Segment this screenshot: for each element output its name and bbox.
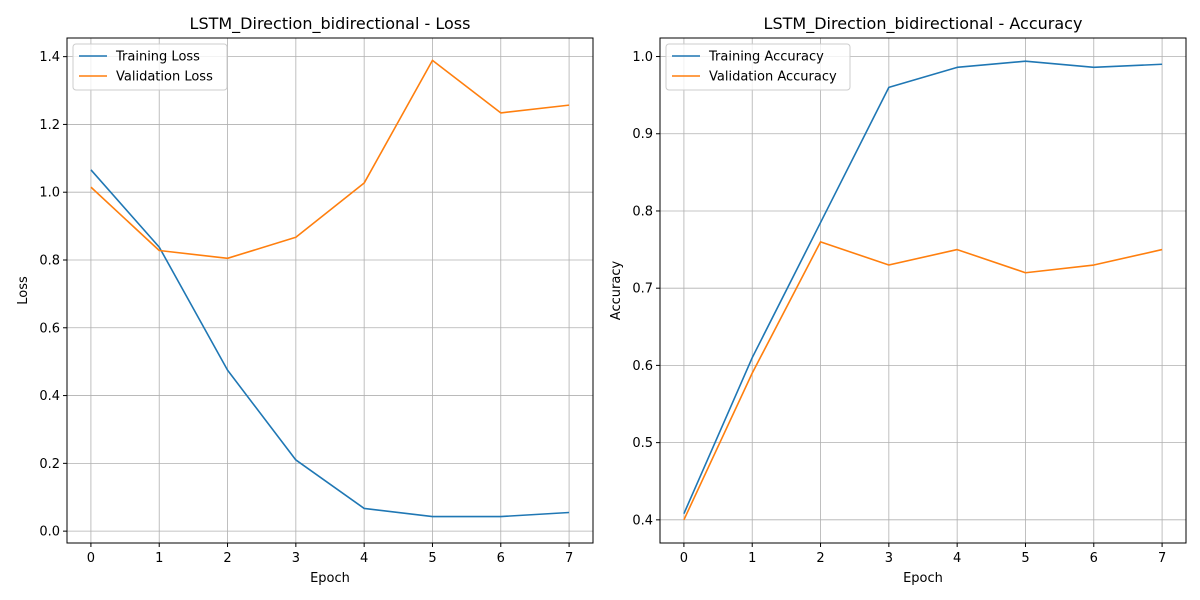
x-tick-label: 0 bbox=[680, 551, 688, 566]
x-tick-label: 4 bbox=[953, 551, 961, 566]
series-line-training-accuracy bbox=[683, 60, 1163, 514]
series-line-validation-loss bbox=[90, 59, 570, 260]
x-tick-label: 6 bbox=[1090, 551, 1098, 566]
y-tick-label: 0.9 bbox=[632, 127, 653, 142]
loss-chart-panel: 0 1 2 3 4 5 6 7 0.0 0.2 0.4 0.6 0.8 1.0 1.2 1.4 LSTM_Dir… bbox=[16, 14, 594, 586]
y-tick-label: 1.0 bbox=[632, 50, 653, 65]
axes-frame bbox=[66, 37, 594, 544]
x-tick-label: 1 bbox=[748, 551, 756, 566]
y-axis-label: Loss bbox=[16, 276, 31, 305]
x-tick-label: 0 bbox=[87, 551, 95, 566]
accuracy-chart-title: LSTM_Direction_bidirectional - Accuracy bbox=[764, 14, 1083, 34]
x-axis-label: Epoch bbox=[903, 571, 943, 586]
y-tick-label: 1.2 bbox=[39, 118, 60, 133]
legend-box bbox=[665, 43, 851, 91]
y-axis-label: Accuracy bbox=[609, 261, 624, 321]
series-line-training-loss bbox=[90, 169, 570, 518]
y-tick-label: 0.6 bbox=[39, 321, 60, 336]
x-tick-label: 3 bbox=[292, 551, 300, 566]
x-tick-label: 2 bbox=[816, 551, 824, 566]
legend-box bbox=[72, 43, 228, 91]
x-tick-label: 1 bbox=[155, 551, 163, 566]
x-tick-label: 4 bbox=[360, 551, 368, 566]
loss-chart-title: LSTM_Direction_bidirectional - Loss bbox=[190, 14, 471, 34]
x-tick-label: 7 bbox=[565, 551, 573, 566]
legend-label: Training Loss bbox=[115, 50, 200, 65]
series-line-validation-accuracy bbox=[683, 241, 1163, 521]
legend-label: Training Accuracy bbox=[708, 50, 824, 65]
y-tick-label: 0.2 bbox=[39, 457, 60, 472]
y-tick-label: 0.5 bbox=[632, 436, 653, 451]
accuracy-chart-panel: 0 1 2 3 4 5 6 7 0.4 0.5 0.6 0.7 0.8 0.9 1.0 LSTM_Direct… bbox=[609, 14, 1187, 586]
x-tick-label: 7 bbox=[1158, 551, 1166, 566]
legend-label: Validation Accuracy bbox=[709, 70, 837, 85]
y-tick-label: 0.6 bbox=[632, 359, 653, 374]
y-tick-label: 0.0 bbox=[39, 525, 60, 540]
y-tick-label: 0.8 bbox=[632, 204, 653, 219]
y-tick-label: 1.0 bbox=[39, 186, 60, 201]
x-tick-label: 2 bbox=[223, 551, 231, 566]
y-tick-label: 0.4 bbox=[39, 389, 60, 404]
x-tick-label: 3 bbox=[885, 551, 893, 566]
legend-label: Validation Loss bbox=[116, 70, 213, 85]
axes-frame bbox=[659, 37, 1187, 544]
x-tick-label: 5 bbox=[1021, 551, 1029, 566]
y-tick-label: 1.4 bbox=[39, 50, 60, 65]
x-axis-label: Epoch bbox=[310, 571, 350, 586]
y-tick-label: 0.8 bbox=[39, 253, 60, 268]
y-tick-label: 0.7 bbox=[632, 282, 653, 297]
y-tick-label: 0.4 bbox=[632, 513, 653, 528]
x-tick-label: 6 bbox=[497, 551, 505, 566]
x-tick-label: 5 bbox=[428, 551, 436, 566]
